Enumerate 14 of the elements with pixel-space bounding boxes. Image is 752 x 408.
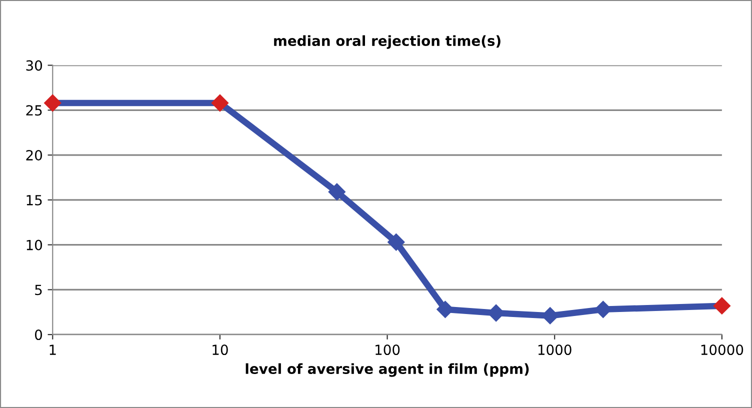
y-tick-label: 15 — [26, 195, 42, 206]
y-tick-label: 0 — [34, 330, 42, 340]
y-tick-label: 25 — [26, 105, 42, 116]
x-axis-title: level of aversive agent in film (ppm) — [246, 363, 529, 377]
chart-title: median oral rejection time(s) — [274, 35, 500, 49]
x-tick-label: 10000 — [701, 344, 744, 356]
y-tick-label: 30 — [26, 60, 42, 71]
y-tick-label: 10 — [26, 240, 42, 250]
x-tick-label: 100 — [376, 344, 400, 356]
x-tick-label: 10 — [212, 344, 228, 356]
x-tick-label: 1 — [50, 344, 56, 355]
x-tick-label: 1000 — [538, 344, 572, 356]
y-tick-label: 5 — [35, 284, 42, 296]
y-tick-label: 20 — [26, 150, 42, 161]
